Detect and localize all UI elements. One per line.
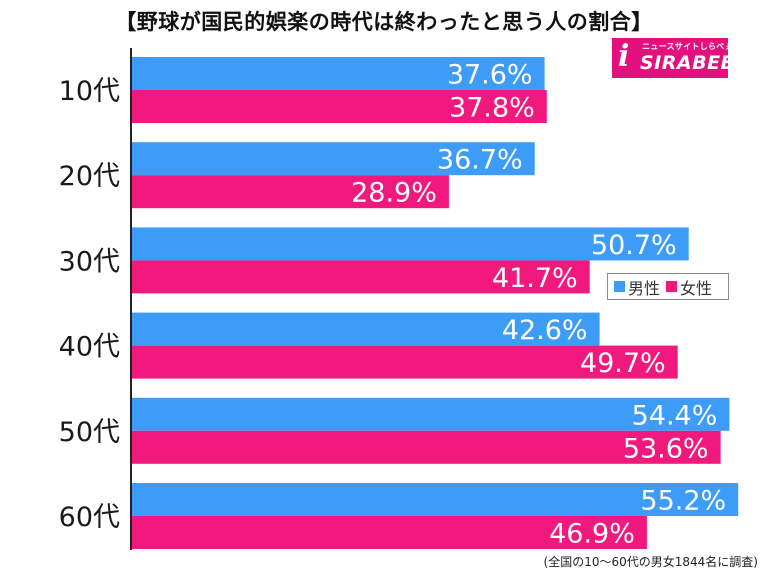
- bar-female: [131, 175, 449, 209]
- source-note: (全国の10〜60代の男女1844名に調査): [543, 555, 758, 569]
- category-label: 50代: [59, 417, 120, 448]
- legend: 男性 女性: [607, 273, 729, 300]
- data-label: 41.7%: [492, 263, 578, 294]
- data-label: 46.9%: [549, 519, 635, 550]
- legend-label-male: 男性: [628, 278, 661, 298]
- legend-label-female: 女性: [680, 278, 713, 298]
- data-label: 55.2%: [640, 486, 726, 517]
- data-label: 37.8%: [449, 93, 535, 124]
- bar-male: [131, 142, 535, 176]
- bar-female: [131, 430, 721, 464]
- data-label: 28.9%: [351, 178, 437, 209]
- data-label: 36.7%: [437, 145, 523, 176]
- category-label: 20代: [59, 161, 120, 192]
- bar-female: [131, 345, 678, 379]
- bar-male: [131, 57, 545, 90]
- legend-item-female: 女性: [666, 275, 712, 299]
- data-label: 37.6%: [447, 60, 533, 91]
- data-label: 50.7%: [591, 230, 677, 261]
- bar-male: [131, 227, 689, 261]
- bar-male: [131, 312, 600, 346]
- bar-male: [131, 397, 730, 431]
- chart-title: 【野球が国民的娯楽の時代は終わったと思う人の割合】: [115, 10, 653, 34]
- category-label: 10代: [59, 76, 120, 107]
- bar-female: [131, 516, 647, 549]
- data-label: 42.6%: [502, 315, 588, 346]
- sirabee-logo: i ニュースサイトしらべぇ SIRABEE: [612, 38, 734, 78]
- legend-item-male: 男性: [614, 275, 660, 299]
- legend-swatch-female: [666, 281, 678, 292]
- bar-female: [131, 90, 547, 123]
- logo-i-icon: i: [618, 39, 630, 74]
- category-label: 30代: [59, 246, 120, 277]
- logo-text: SIRABEE: [640, 52, 735, 74]
- category-label: 40代: [59, 332, 120, 363]
- bar-male: [131, 483, 739, 516]
- bar-female: [131, 260, 590, 294]
- data-label: 53.6%: [623, 433, 709, 464]
- data-label: 49.7%: [580, 348, 666, 379]
- data-label: 54.4%: [632, 400, 718, 431]
- category-label: 60代: [59, 502, 120, 533]
- logo-tagline: ニュースサイトしらべぇ: [642, 42, 733, 51]
- legend-swatch-male: [614, 281, 625, 292]
